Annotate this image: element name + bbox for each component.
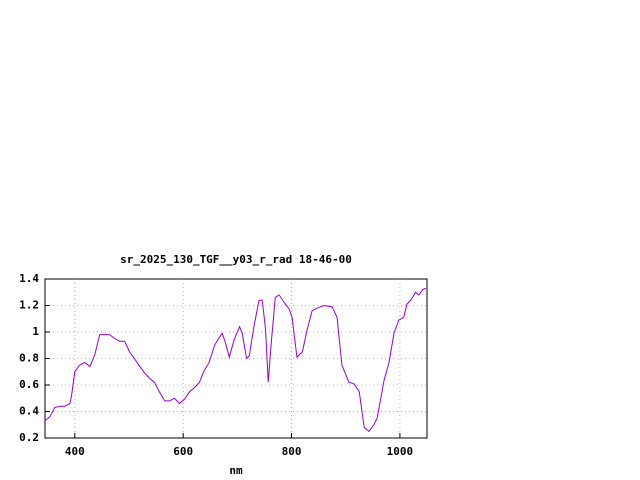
x-axis-label: nm	[229, 464, 243, 477]
chart-title: sr_2025_130_TGF__y03_r_rad 18-46-00	[120, 253, 352, 266]
data-line	[44, 287, 427, 433]
x-tick-label: 800	[282, 445, 302, 458]
y-tick-label: 0.2	[19, 431, 39, 444]
x-tick-label: 600	[173, 445, 193, 458]
y-tick-label: 1.2	[19, 299, 39, 312]
y-tick-label: 0.6	[19, 378, 39, 391]
x-tick-label: 1000	[387, 445, 414, 458]
y-tick-label: 1.4	[19, 272, 39, 285]
y-tick-label: 0.4	[19, 405, 39, 418]
y-tick-label: 1	[32, 325, 39, 338]
y-tick-label: 0.8	[19, 352, 39, 365]
x-tick-label: 400	[65, 445, 85, 458]
